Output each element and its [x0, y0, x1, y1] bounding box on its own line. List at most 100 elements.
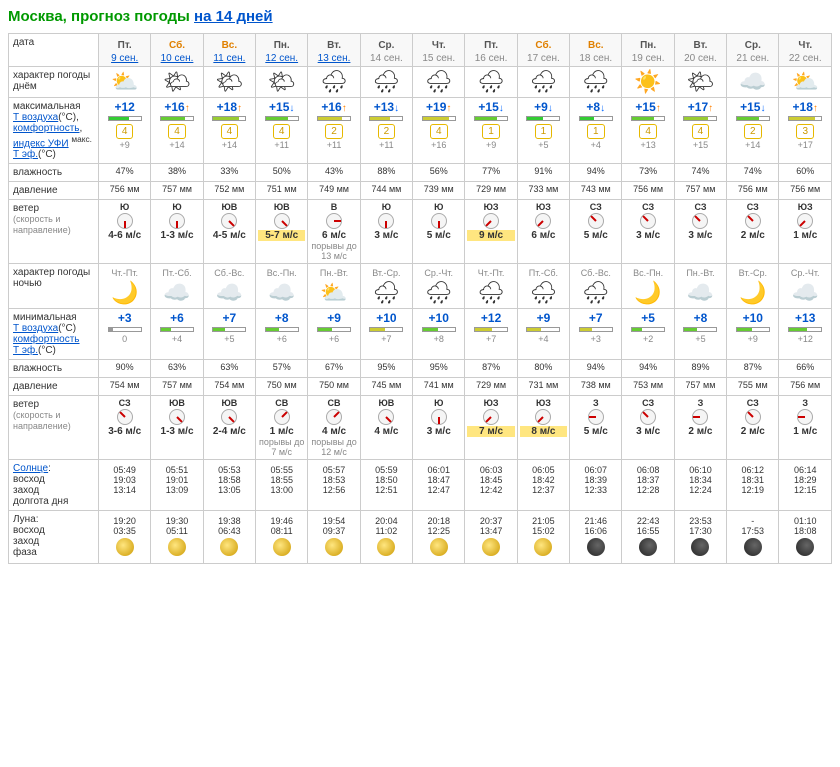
moon-phase-icon — [430, 538, 448, 556]
uv-index: 2 — [325, 124, 343, 139]
weather-icon-night: 🌙 — [101, 280, 148, 306]
pressure-day: 756 мм — [781, 184, 829, 194]
day-header: Пт.9 сен. — [99, 34, 151, 67]
pressure-night: 750 мм — [310, 380, 357, 390]
day-date-link[interactable]: 10 сен. — [153, 53, 200, 64]
moon-phase-icon — [116, 538, 134, 556]
weather-icon-night: 🌙 — [729, 280, 776, 306]
temp-eff-night: +3 — [572, 334, 619, 344]
wind-dir-night: З — [781, 398, 829, 408]
wind-speed-night: 1 м/с — [258, 426, 305, 437]
temp-eff: +11 — [363, 140, 410, 150]
pressure-day: 756 мм — [624, 184, 671, 194]
wind-speed-night: 2 м/с — [677, 426, 724, 437]
moon-phase-icon — [639, 538, 657, 556]
humidity-night: 66% — [781, 362, 829, 372]
moon-phase-icon — [744, 538, 762, 556]
humidity-day: 91% — [520, 166, 567, 176]
humidity-night: 95% — [415, 362, 462, 372]
day-date-link[interactable]: 11 сен. — [206, 53, 253, 64]
temp-max: +19 — [415, 100, 462, 114]
wind-speed-night: 8 м/с — [520, 426, 567, 437]
temp-eff-night: +6 — [310, 334, 357, 344]
wind-dir-day: СЗ — [729, 202, 776, 212]
temp-eff-night: +12 — [781, 334, 829, 344]
temp-eff-night: +5 — [206, 334, 253, 344]
day-date-link[interactable]: 12 сен. — [258, 53, 305, 64]
wind-dir-night: СВ — [258, 398, 305, 408]
night-period: Чт.-Пт. — [101, 266, 148, 280]
temp-max: +15 — [467, 100, 514, 114]
wind-dir-night: ЮВ — [206, 398, 253, 408]
humidity-night: 95% — [363, 362, 410, 372]
wind-dir-night: СЗ — [624, 398, 671, 408]
compass-icon — [588, 213, 604, 229]
night-period: Пт.-Сб. — [520, 266, 567, 280]
wind-dir-night: СЗ — [729, 398, 776, 408]
moon-phase-icon — [273, 538, 291, 556]
day-header: Ср.21 сен. — [727, 34, 779, 67]
temp-eff-night: +5 — [677, 334, 724, 344]
wind-speed-night: 1 м/с — [781, 426, 829, 437]
title-link[interactable]: на 14 дней — [194, 8, 273, 25]
humidity-night: 63% — [206, 362, 253, 372]
temp-eff-night: +7 — [467, 334, 514, 344]
compass-icon — [431, 409, 447, 425]
night-period: Вс.-Пн. — [624, 266, 671, 280]
forecast-table: датаПт.9 сен.Сб.10 сен.Вс.11 сен.Пн.12 с… — [8, 33, 832, 564]
day-date-link: 22 сен. — [781, 53, 829, 64]
wind-dir-night: СВ — [310, 398, 357, 408]
temp-max: +15 — [624, 100, 671, 114]
temp-min: +6 — [153, 311, 200, 325]
humidity-night: 87% — [467, 362, 514, 372]
wind-speed-day: 5-7 м/с — [258, 230, 305, 241]
wind-speed-day: 5 м/с — [415, 230, 462, 241]
compass-icon — [221, 213, 237, 229]
humidity-day: 33% — [206, 166, 253, 176]
temp-eff: +9 — [101, 140, 148, 150]
weather-icon-day: 🌧 — [310, 69, 357, 95]
weather-icon-day: 🌧 — [467, 69, 514, 95]
moon-times: 19:4608:11 — [258, 513, 305, 561]
humidity-day: 77% — [467, 166, 514, 176]
compass-icon — [274, 213, 290, 229]
temp-min: +5 — [624, 311, 671, 325]
sun-times: 06:0518:4212:37 — [520, 462, 567, 498]
weather-icon-day: 🌤 — [258, 69, 305, 95]
sun-times: 06:1018:3412:24 — [677, 462, 724, 498]
weather-icon-day: ⛅ — [101, 69, 148, 95]
temp-eff: +17 — [781, 140, 829, 150]
pressure-night: 757 мм — [677, 380, 724, 390]
uv-index: 2 — [378, 124, 396, 139]
temp-eff: +11 — [258, 140, 305, 150]
compass-icon — [535, 213, 551, 229]
humidity-day: 74% — [677, 166, 724, 176]
pressure-day: 751 мм — [258, 184, 305, 194]
pressure-night: 731 мм — [520, 380, 567, 390]
sun-times: 06:0118:4712:47 — [415, 462, 462, 498]
day-date-link[interactable]: 13 сен. — [310, 53, 357, 64]
temp-min: +10 — [415, 311, 462, 325]
moon-times: 19:5409:37 — [310, 513, 357, 561]
moon-times: 21:4616:06 — [572, 513, 619, 561]
page-title: Москва, прогноз погоды на 14 дней — [8, 8, 832, 25]
temp-max: +18 — [206, 100, 253, 114]
humidity-night: 94% — [624, 362, 671, 372]
day-header: Вт.20 сен. — [674, 34, 726, 67]
day-date-link: 16 сен. — [467, 53, 514, 64]
day-date-link[interactable]: 9 сен. — [101, 53, 148, 64]
pressure-night: 741 мм — [415, 380, 462, 390]
pressure-night: 750 мм — [258, 380, 305, 390]
wind-speed-night: 2-4 м/с — [206, 426, 253, 437]
day-header: Сб.10 сен. — [151, 34, 203, 67]
wind-speed-day: 2 м/с — [729, 230, 776, 241]
day-header: Сб.17 сен. — [517, 34, 569, 67]
wind-speed-day: 4-5 м/с — [206, 230, 253, 241]
wind-speed-night: 2 м/с — [729, 426, 776, 437]
pressure-day: 733 мм — [520, 184, 567, 194]
humidity-day: 38% — [153, 166, 200, 176]
pressure-day: 743 мм — [572, 184, 619, 194]
moon-times: 21:0515:02 — [520, 513, 567, 561]
weather-icon-night: 🌧 — [415, 280, 462, 306]
sun-times: 06:0318:4512:42 — [467, 462, 514, 498]
